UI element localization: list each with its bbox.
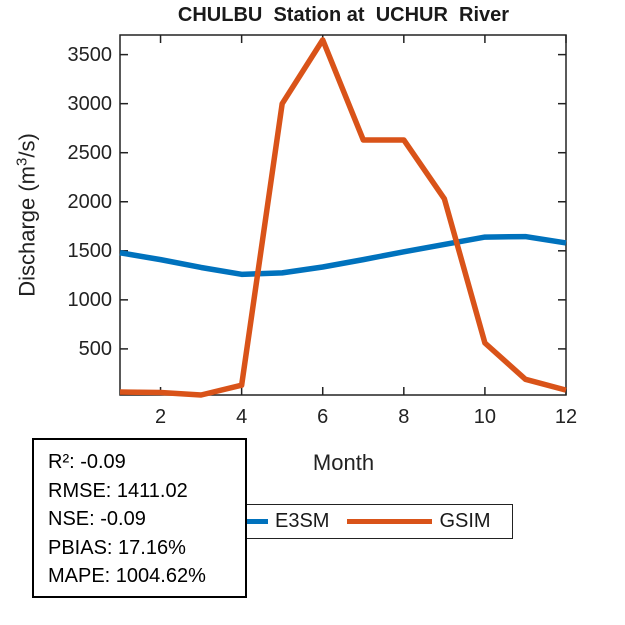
x-tick-label: 12 — [554, 406, 578, 428]
y-tick-label: 1500 — [67, 239, 113, 262]
y-tick-label: 1000 — [67, 288, 113, 311]
stat-rmse: RMSE: 1411.02 — [48, 479, 188, 502]
stats-box: R²: -0.09 RMSE: 1411.02 NSE: -0.09 PBIAS… — [32, 438, 247, 598]
x-tick-label: 6 — [317, 406, 329, 428]
x-tick-label: 10 — [473, 406, 497, 428]
y-tick-label: 500 — [78, 337, 112, 360]
stat-nse: NSE: -0.09 — [48, 508, 146, 530]
legend-line-gsim — [347, 519, 433, 524]
legend-label-e3sm: E3SM — [275, 510, 330, 532]
y-tick-label: 2000 — [67, 190, 113, 213]
chart-title: CHULBU Station at UCHUR River — [177, 4, 510, 26]
x-tick-label: 8 — [398, 406, 410, 428]
y-tick-label: 2500 — [67, 141, 113, 164]
stat-r2: R²: -0.09 — [48, 451, 126, 473]
stat-mape: MAPE: 1004.62% — [48, 565, 206, 587]
x-tick-label: 2 — [154, 406, 167, 428]
y-tick-label: 3000 — [67, 92, 113, 115]
plot-frame — [119, 34, 567, 396]
x-axis-label: Month — [312, 450, 375, 475]
stat-pbias: PBIAS: 17.16% — [48, 536, 186, 559]
x-tick-label: 4 — [236, 406, 248, 428]
series-line-e3sm — [119, 233, 567, 278]
series-line-gsim — [119, 37, 567, 398]
y-tick-label: 3500 — [67, 43, 113, 66]
legend-label-gsim: GSIM — [439, 510, 491, 532]
